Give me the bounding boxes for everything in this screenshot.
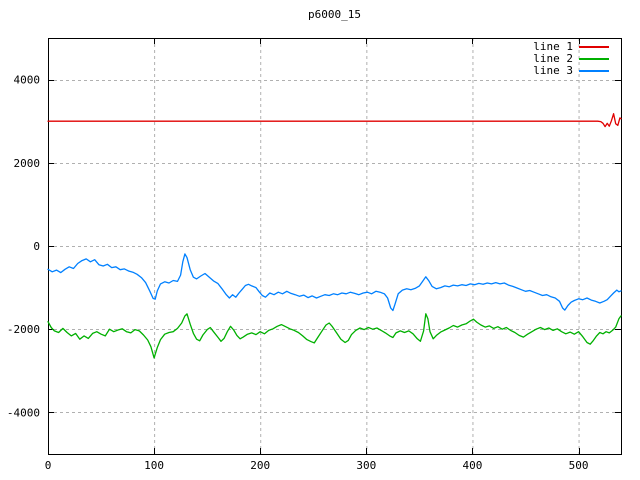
series-3-line: [47, 253, 622, 312]
y-tick-label: -4000: [7, 406, 40, 419]
series-1-line: [47, 113, 622, 128]
legend-item-line-3: line 3: [0, 65, 640, 77]
x-tick-label: 300: [356, 459, 376, 472]
legend-item-line-2: line 2: [0, 53, 640, 65]
x-tick-label: 500: [569, 459, 589, 472]
x-tick-label: 400: [463, 459, 483, 472]
x-tick-label: 0: [45, 459, 52, 472]
series-2-line: [47, 313, 622, 359]
legend-line-sample: [579, 70, 609, 72]
y-tick-label: 2000: [14, 157, 41, 170]
x-tick-label: 200: [250, 459, 270, 472]
legend-label: line 1: [533, 40, 573, 53]
x-tick-label: 100: [144, 459, 164, 472]
y-tick-label: 4000: [14, 74, 41, 87]
legend-label: line 3: [533, 64, 573, 77]
legend-label: line 2: [533, 52, 573, 65]
legend-line-sample: [579, 46, 609, 48]
legend-line-sample: [579, 58, 609, 60]
chart-title: p6000_15: [308, 8, 361, 21]
y-tick-label: 0: [33, 240, 40, 253]
legend-item-line-1: line 1: [0, 41, 640, 53]
y-tick-label: -2000: [7, 323, 40, 336]
